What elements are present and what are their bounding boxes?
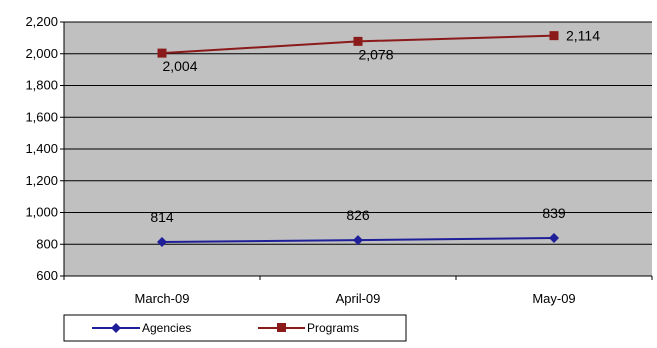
point-programs-may-09 (549, 31, 559, 41)
data-label-programs-may-09: 2,114 (566, 28, 600, 44)
x-axis-ticks: March-09 April-09 May-09 (63, 276, 653, 306)
y-tick-label-1600: 1,600 (25, 109, 58, 124)
y-tick-label-1200: 1,200 (25, 173, 58, 188)
legend-label-agencies: Agencies (142, 321, 191, 335)
data-label-agencies-may-09: 839 (542, 205, 566, 221)
y-tick-label-2000: 2,000 (25, 46, 58, 61)
data-label-agencies-march-09: 814 (150, 209, 174, 225)
legend-marker-programs-square (277, 323, 286, 332)
data-label-programs-april-09: 2,078 (358, 46, 393, 62)
y-tick-label-1800: 1,800 (25, 78, 58, 93)
point-agencies-april-09 (353, 235, 363, 246)
series-lines (157, 31, 559, 248)
x-tick-label-april-09: April-09 (336, 291, 381, 306)
point-programs-march-09 (157, 48, 167, 58)
y-axis-ticks: 600 800 1,000 1,200 1,400 1,600 1,800 2,000 2,20… (25, 14, 64, 283)
point-programs-april-09 (353, 36, 363, 46)
legend-marker-agencies-diamond (111, 323, 121, 333)
legend: Agencies Programs (63, 314, 407, 342)
y-tick-label-2200: 2,200 (25, 14, 58, 29)
y-tick-label-1000: 1,000 (25, 205, 58, 220)
legend-label-programs: Programs (307, 321, 359, 335)
y-tick-label-1400: 1,400 (25, 141, 58, 156)
x-tick-label-may-09: May-09 (532, 291, 575, 306)
x-tick-label-march-09: March-09 (135, 291, 190, 306)
point-agencies-march-09 (157, 237, 167, 248)
y-tick-label-800: 800 (36, 236, 58, 251)
point-agencies-may-09 (549, 233, 559, 244)
y-tick-label-600: 600 (36, 268, 58, 283)
data-label-programs-march-09: 2,004 (162, 58, 197, 74)
data-labels: 814 826 839 2,004 2,078 2,114 (150, 28, 600, 225)
data-label-agencies-april-09: 826 (346, 207, 370, 223)
